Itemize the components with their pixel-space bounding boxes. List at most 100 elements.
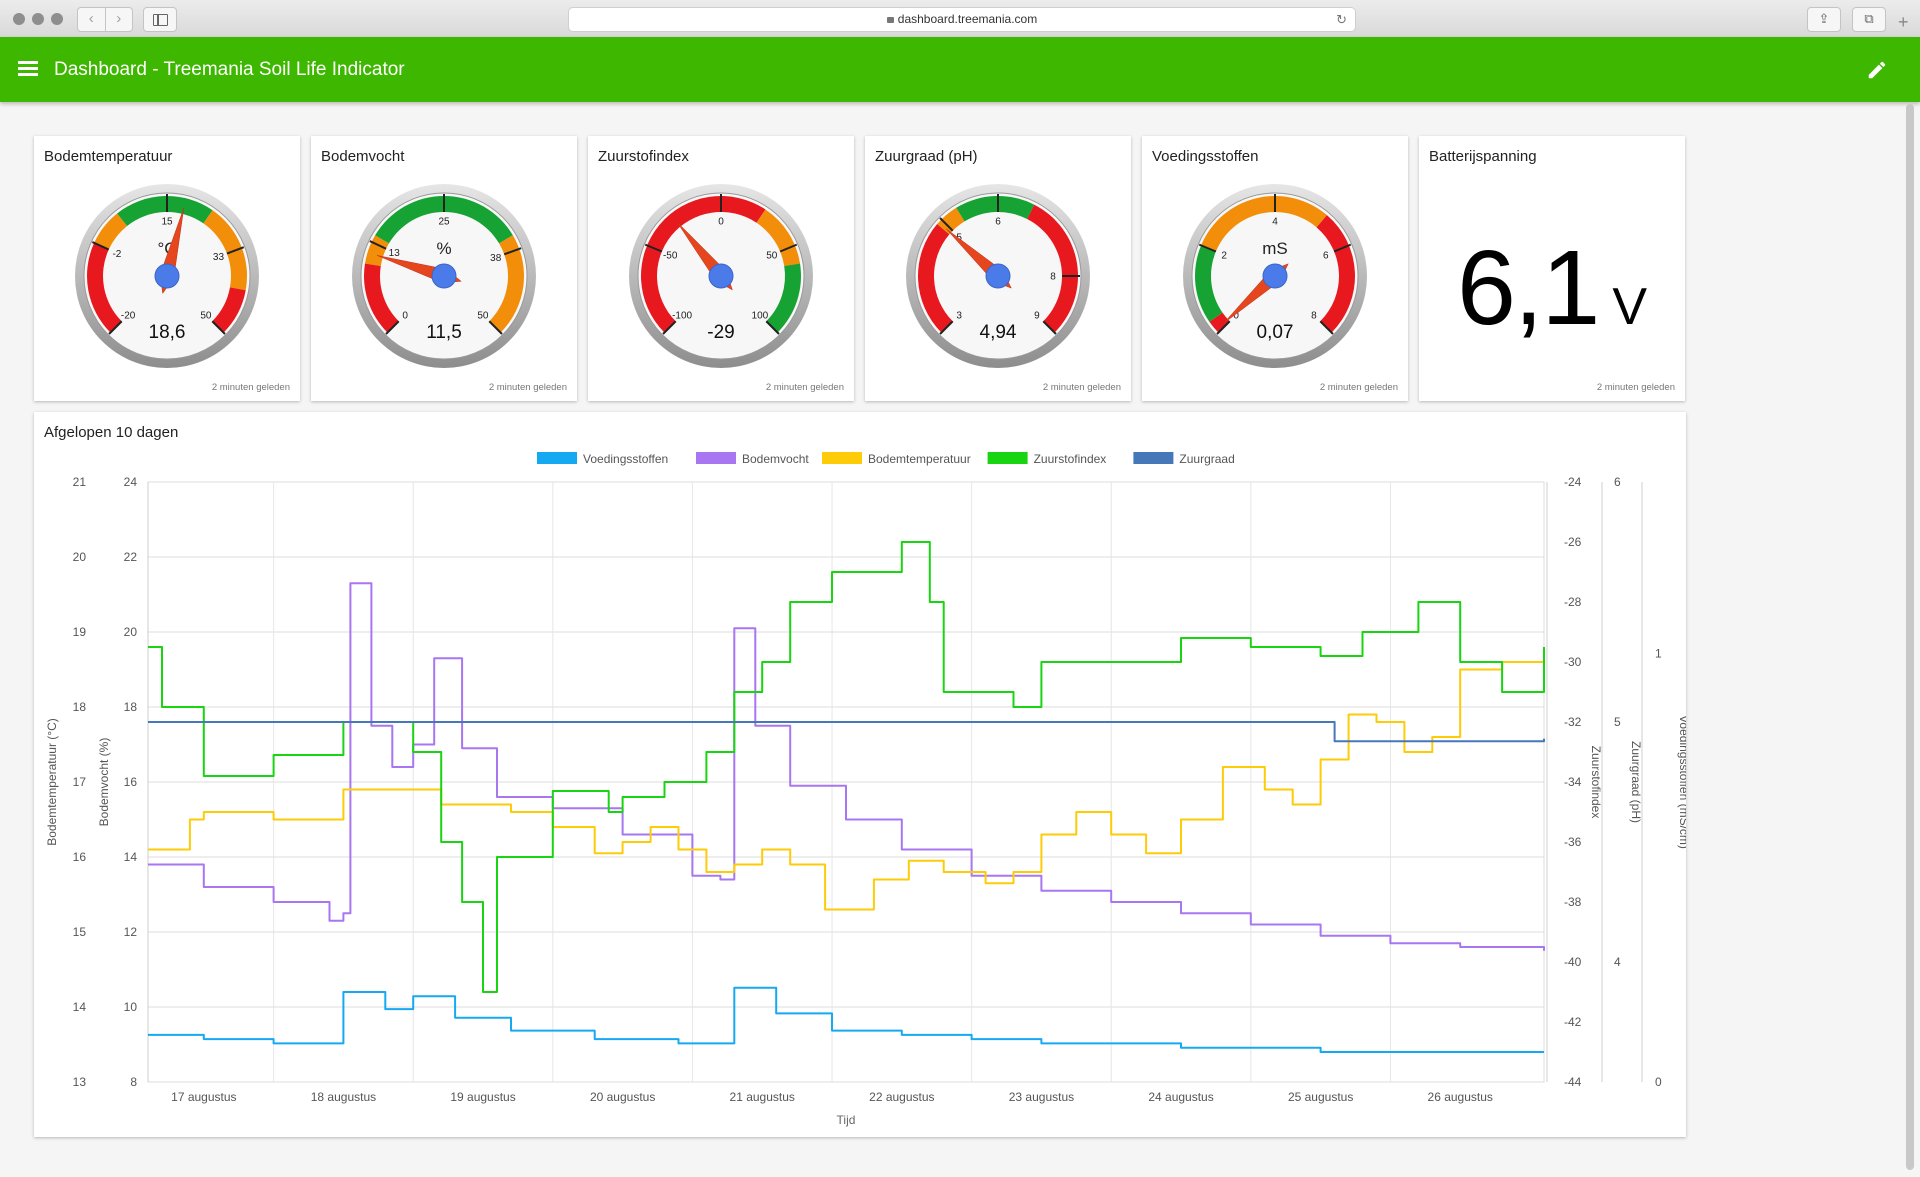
y-tick-label-zuurstof: -44 bbox=[1564, 1075, 1582, 1089]
y-tick-label-temp: 21 bbox=[73, 475, 87, 489]
legend-item-bodemtemperatuur[interactable]: Bodemtemperatuur bbox=[822, 452, 971, 466]
gauge-tick-label: 33 bbox=[213, 252, 225, 263]
y-tick-label-ec: 0 bbox=[1655, 1075, 1662, 1089]
y-tick-label-zuurstof: -40 bbox=[1564, 955, 1582, 969]
gauge-tick bbox=[1333, 243, 1352, 253]
y-tick-label-vocht: 20 bbox=[124, 625, 138, 639]
gauge-tick-label: 9 bbox=[1034, 310, 1040, 321]
scrollbar-thumb[interactable] bbox=[1906, 104, 1914, 1170]
gauge-band bbox=[1027, 204, 1078, 333]
y-tick-label-zuurstof: -38 bbox=[1564, 895, 1582, 909]
gauge-tick-label: 6 bbox=[1323, 250, 1329, 261]
gauge-band bbox=[766, 263, 801, 333]
gauge-band bbox=[364, 235, 389, 266]
y-tick-label-temp: 18 bbox=[73, 700, 87, 714]
back-icon[interactable]: ‹ bbox=[78, 8, 106, 31]
hamburger-menu-icon[interactable] bbox=[18, 61, 38, 77]
gauge-tick-label: -2 bbox=[112, 249, 121, 260]
legend-item-bodemvocht[interactable]: Bodemvocht bbox=[696, 452, 809, 466]
gauge-tick bbox=[226, 246, 245, 255]
gauge-tick bbox=[939, 320, 954, 335]
gauge-tick bbox=[939, 217, 954, 232]
share-icon[interactable]: ⇪ bbox=[1807, 7, 1841, 32]
x-tick-label: 17 augustus bbox=[171, 1090, 236, 1104]
reload-icon[interactable]: ↻ bbox=[1336, 12, 1347, 27]
legend-item-voedingsstoffen[interactable]: Voedingsstoffen bbox=[537, 452, 668, 466]
gauge-band bbox=[87, 242, 122, 333]
y-tick-label-temp: 13 bbox=[73, 1075, 87, 1089]
legend-label: Bodemvocht bbox=[742, 452, 809, 466]
gauge-card-zuurgraad: Zuurgraad (pH) 3 5 6 8 9 4,94 2 minuten geled… bbox=[865, 136, 1131, 401]
history-chart-card: Afgelopen 10 dagen 17 augustus 18 augustu… bbox=[34, 412, 1686, 1137]
y-tick-label-ph: 6 bbox=[1614, 475, 1621, 489]
oxygen-gauge: -100 -50 0 50 100 -29 bbox=[629, 184, 813, 368]
legend-swatch bbox=[696, 452, 736, 464]
forward-icon[interactable]: › bbox=[116, 10, 122, 27]
y-tick-label-vocht: 22 bbox=[124, 550, 138, 564]
y-tick-label-temp: 16 bbox=[73, 850, 87, 864]
y-tick-label-zuurstof: -42 bbox=[1564, 1015, 1582, 1029]
gauge-tick bbox=[779, 243, 798, 253]
battery-card: Batterijspanning 6,1 V 2 minuten geleden bbox=[1419, 136, 1685, 401]
gauge-tick-label: 8 bbox=[1050, 272, 1056, 283]
gauge-tick bbox=[385, 320, 400, 335]
gauge-value: 18,6 bbox=[149, 322, 186, 343]
x-axis-title: Tijd bbox=[837, 1113, 856, 1127]
card-title: Voedingsstoffen bbox=[1152, 148, 1259, 165]
sidebar-toggle-button[interactable] bbox=[143, 7, 177, 32]
card-title: Zuurstofindex bbox=[598, 148, 689, 165]
y-tick-label-vocht: 12 bbox=[124, 925, 138, 939]
gauge-band bbox=[375, 196, 513, 244]
address-bar[interactable]: dashboard.treemania.com ↻ bbox=[568, 7, 1356, 32]
y-axis-title-temp: Bodemtemperatuur (°C) bbox=[45, 718, 59, 846]
gauge-hub bbox=[985, 263, 1011, 289]
y-tick-label-zuurstof: -24 bbox=[1564, 475, 1582, 489]
legend-label: Voedingsstoffen bbox=[583, 452, 668, 466]
gauge-band bbox=[212, 287, 246, 333]
last-updated: 2 minuten geleden bbox=[765, 382, 844, 393]
y-tick-label-vocht: 10 bbox=[124, 1000, 138, 1014]
y-tick-label-zuurstof: -34 bbox=[1564, 775, 1582, 789]
y-axis-title-ph: Zuurgraad (pH) bbox=[1629, 741, 1643, 823]
window-zoom-button[interactable] bbox=[51, 13, 63, 25]
gauge-band bbox=[937, 207, 965, 235]
y-tick-label-vocht: 8 bbox=[130, 1075, 137, 1089]
card-title: Bodemvocht bbox=[321, 148, 405, 165]
pencil-edit-icon[interactable] bbox=[1866, 59, 1888, 81]
ph-gauge: 3 5 6 8 9 4,94 bbox=[906, 184, 1090, 368]
battery-unit: V bbox=[1612, 278, 1648, 336]
chart-title: Afgelopen 10 dagen bbox=[44, 424, 179, 441]
y-tick-label-zuurstof: -36 bbox=[1564, 835, 1582, 849]
window-close-button[interactable] bbox=[13, 13, 25, 25]
gauge-band bbox=[1209, 312, 1230, 333]
gauge-tick-label: -20 bbox=[121, 310, 136, 321]
new-tab-icon[interactable]: + bbox=[1898, 12, 1909, 32]
nutrients-gauge: 0 2 4 6 8 mS 0,07 bbox=[1183, 184, 1367, 368]
last-updated: 2 minuten geleden bbox=[1319, 382, 1398, 393]
legend-label: Bodemtemperatuur bbox=[868, 452, 971, 466]
gauge-hub bbox=[431, 263, 457, 289]
gauge-tick-label: 25 bbox=[438, 217, 450, 228]
tabs-overview-icon[interactable]: ⧉ bbox=[1852, 7, 1886, 32]
legend-item-zuurstofindex[interactable]: Zuurstofindex bbox=[987, 452, 1107, 466]
legend-item-zuurgraad[interactable]: Zuurgraad bbox=[1133, 452, 1235, 466]
last-updated: 2 minuten geleden bbox=[1042, 382, 1121, 393]
card-title: Zuurgraad (pH) bbox=[875, 148, 978, 165]
browser-toolbar: ‹ › dashboard.treemania.com ↻ ⇪ ⧉ + bbox=[0, 0, 1920, 38]
page-scrollbar[interactable] bbox=[1906, 104, 1914, 1177]
y-tick-label-ph: 4 bbox=[1614, 955, 1621, 969]
series-line-zuurgraad bbox=[148, 721, 1545, 743]
gauge-unit: mS bbox=[1262, 239, 1288, 258]
gauge-band bbox=[489, 235, 524, 333]
gauge-unit: % bbox=[436, 239, 451, 258]
y-tick-label-vocht: 14 bbox=[124, 850, 138, 864]
gauge-tick bbox=[503, 247, 522, 256]
history-line-chart[interactable]: 17 augustus 18 augustus 19 augustus 20 augu… bbox=[34, 412, 1686, 1137]
legend-swatch bbox=[987, 452, 1028, 464]
y-tick-label-zuurstof: -26 bbox=[1564, 535, 1582, 549]
last-updated: 2 minuten geleden bbox=[211, 382, 290, 393]
gauge-tick-label: 38 bbox=[490, 253, 502, 264]
gauge-value: 4,94 bbox=[980, 322, 1017, 343]
window-minimize-button[interactable] bbox=[32, 13, 44, 25]
